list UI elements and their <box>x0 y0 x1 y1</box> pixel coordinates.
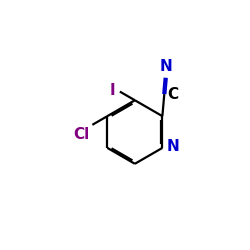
Text: C: C <box>167 87 178 102</box>
Text: Cl: Cl <box>73 127 90 142</box>
Text: N: N <box>159 58 172 74</box>
Text: I: I <box>110 82 116 98</box>
Text: N: N <box>166 140 179 154</box>
